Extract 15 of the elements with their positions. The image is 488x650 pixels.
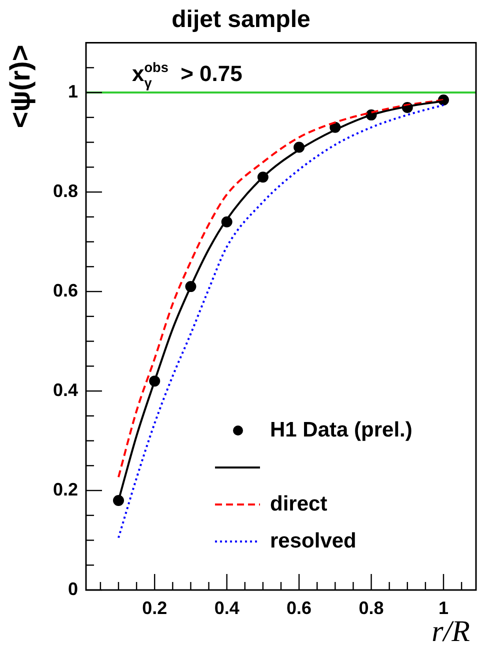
legend-label: H1 Data (prel.) <box>270 418 412 442</box>
x-tick-label: 0.2 <box>142 598 168 618</box>
chart-title: dijet sample <box>172 6 310 34</box>
y-tick-label: 0 <box>68 578 78 599</box>
y-axis-title: <ψ(r)> <box>4 44 36 128</box>
y-tick-label: 0.2 <box>52 479 78 500</box>
y-tick-label: 0.4 <box>52 380 78 400</box>
x-tick-label: 0.8 <box>358 598 384 618</box>
x-tick-label: 0.4 <box>214 598 240 618</box>
x-tick-label: 0.6 <box>286 598 312 618</box>
legend-label: direct <box>270 492 328 516</box>
y-tick-label: 0.6 <box>52 280 78 300</box>
y-tick-label: 0.8 <box>52 181 78 202</box>
legend-label: resolved <box>270 529 356 552</box>
y-tick-label: 1 <box>68 82 78 102</box>
